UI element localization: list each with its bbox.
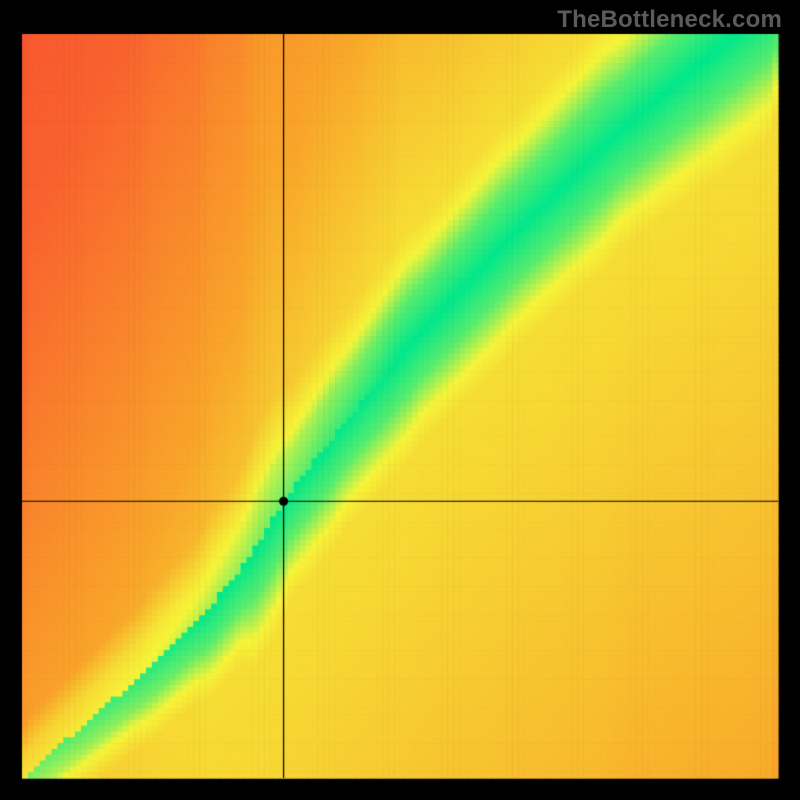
bottleneck-heatmap bbox=[0, 0, 800, 800]
watermark-text: TheBottleneck.com bbox=[557, 6, 782, 34]
chart-container: TheBottleneck.com bbox=[0, 0, 800, 800]
